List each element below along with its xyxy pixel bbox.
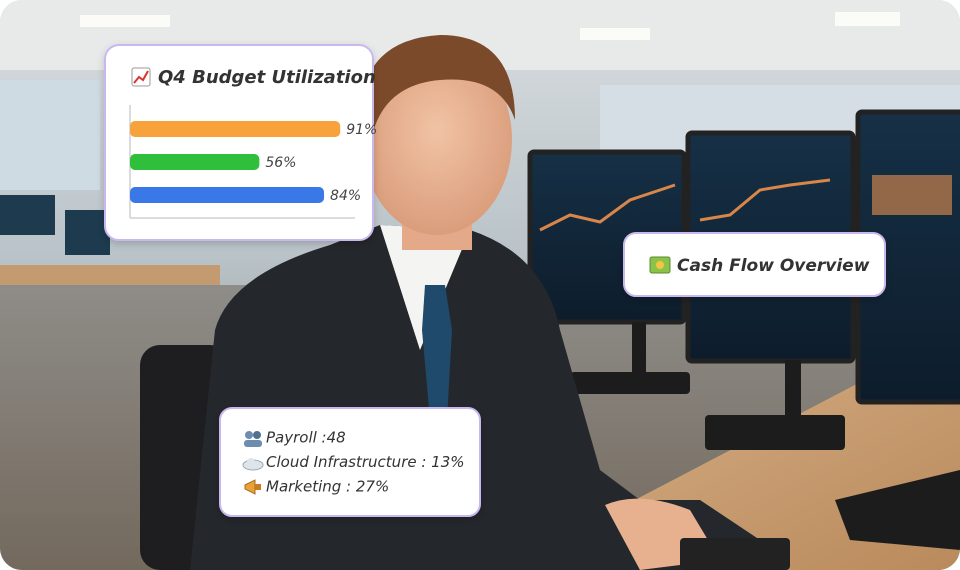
breakdown-items: Payroll :48 Cloud Infrastructure : 13% Mar… — [266, 429, 465, 496]
breakdown-item: Cloud Infrastructure : 13% — [266, 453, 465, 471]
bar-label: 91% — [346, 122, 377, 138]
cash-flow-title: Cash Flow Overview — [677, 256, 870, 276]
cloud-icon — [242, 458, 264, 471]
budget-title: Q4 Budget Utilization — [158, 67, 376, 88]
bar-label: 84% — [330, 188, 361, 204]
money-icon — [649, 256, 671, 274]
budget-bars: 91% 56% 84% — [130, 121, 377, 204]
budget-bar — [130, 121, 341, 137]
breakdown-card — [219, 407, 481, 517]
megaphone-icon — [244, 479, 261, 495]
people-icon — [244, 431, 262, 447]
cash-flow-card — [623, 232, 886, 297]
bar-label: 56% — [265, 155, 296, 171]
breakdown-item: Marketing : 27% — [266, 478, 389, 496]
chart-icon — [131, 67, 151, 87]
budget-bar — [130, 187, 325, 203]
budget-bar — [130, 154, 260, 170]
breakdown-item: Payroll :48 — [266, 429, 346, 447]
